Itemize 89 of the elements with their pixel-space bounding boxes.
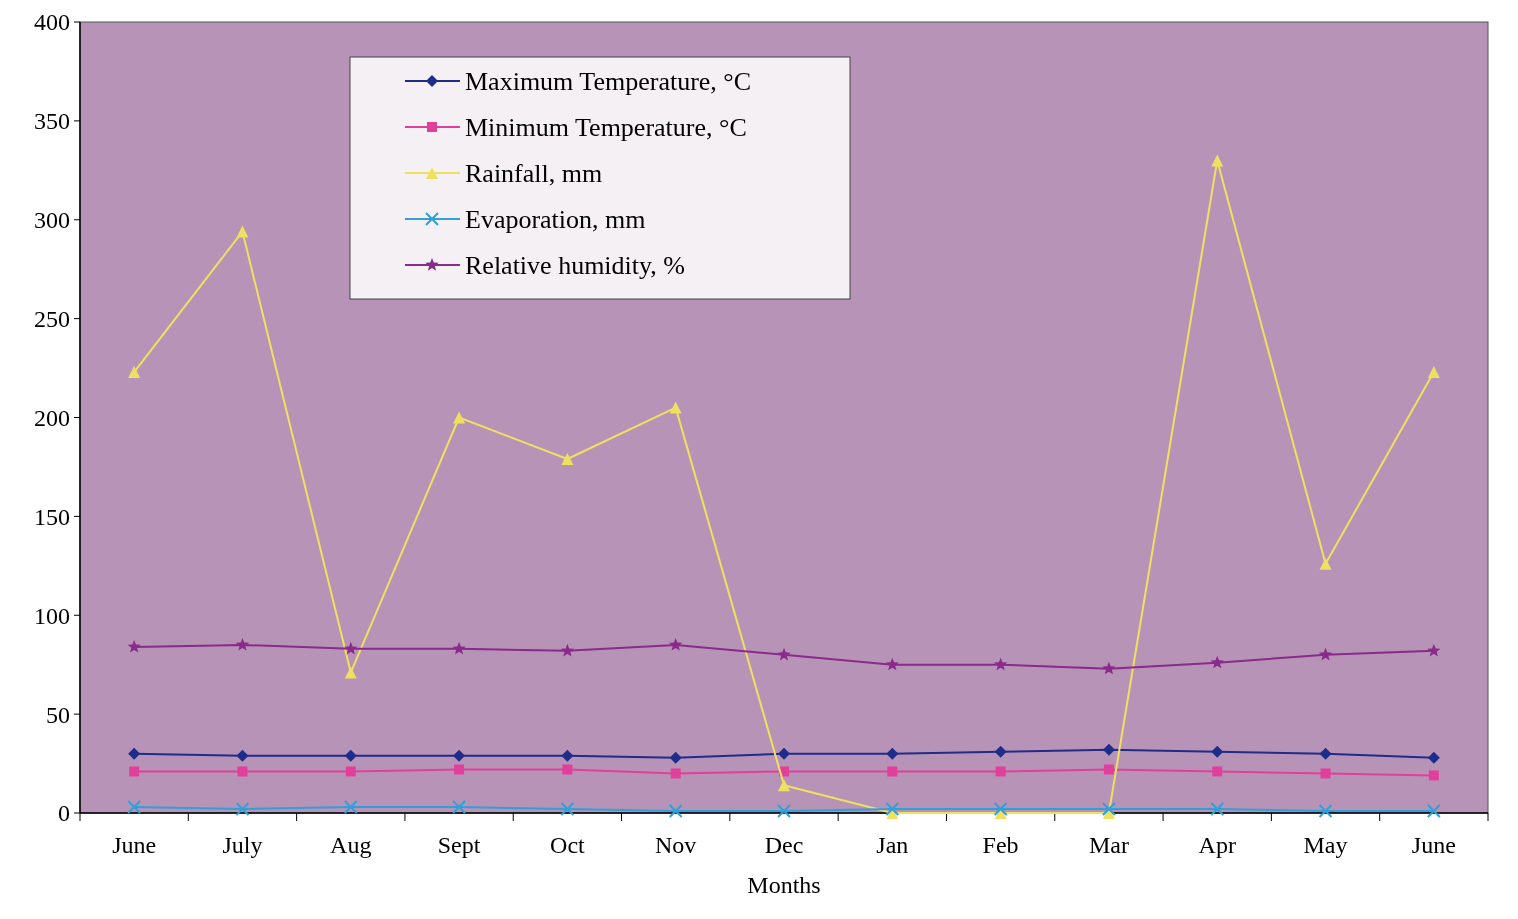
point: [885, 802, 900, 817]
point: [668, 804, 683, 819]
y-tick-label: 100: [34, 602, 70, 629]
point: [235, 637, 250, 651]
point: [1101, 802, 1116, 817]
point: [452, 800, 467, 815]
point: [454, 764, 465, 775]
y-tick-label: 200: [34, 404, 70, 431]
point: [1427, 751, 1440, 764]
point: [1212, 766, 1223, 777]
point: [453, 749, 466, 762]
point: [1426, 804, 1441, 819]
point: [1318, 804, 1333, 819]
point: [344, 749, 357, 762]
legend-label: Relative humidity, %: [465, 251, 685, 281]
point: [1319, 557, 1332, 570]
point: [777, 647, 791, 661]
x-tick-label: June: [1411, 832, 1456, 858]
point: [993, 657, 1008, 671]
point: [995, 766, 1006, 777]
point: [236, 225, 249, 238]
point: [1102, 661, 1116, 675]
y-tick-label: 350: [34, 108, 70, 135]
point: [452, 641, 466, 655]
point: [669, 751, 682, 764]
x-axis-title: Months: [747, 872, 821, 898]
point: [887, 766, 898, 777]
point: [1211, 745, 1224, 758]
y-tick-label: 300: [34, 207, 70, 234]
y-tick-label: 50: [46, 701, 70, 728]
point: [561, 749, 574, 762]
point: [670, 768, 681, 779]
point: [560, 643, 575, 657]
x-tick-label: Oct: [550, 832, 586, 858]
point: [1319, 747, 1332, 760]
point: [127, 639, 141, 653]
legend-label: Maximum Temperature, °C: [465, 67, 752, 97]
point: [235, 802, 250, 817]
point: [344, 666, 357, 679]
point: [777, 804, 791, 819]
y-tick-label: 150: [34, 503, 70, 530]
point: [128, 366, 141, 379]
point: [237, 766, 248, 777]
point: [1102, 743, 1115, 756]
point: [1320, 768, 1331, 779]
point: [669, 401, 682, 414]
point: [562, 764, 573, 775]
point: [1210, 655, 1224, 669]
point: [345, 766, 356, 777]
legend-label: Rainfall, mm: [465, 159, 603, 189]
point: [1103, 764, 1114, 775]
x-tick-label: Sept: [437, 832, 481, 858]
point: [1427, 643, 1441, 657]
x-tick-label: Jan: [876, 832, 909, 858]
legend-label: Evaporation, mm: [465, 205, 646, 235]
point: [886, 747, 899, 760]
point: [236, 749, 249, 762]
point: [344, 641, 358, 655]
point: [560, 802, 575, 817]
point: [343, 800, 358, 815]
point: [1428, 770, 1439, 781]
legend-label: Minimum Temperature, °C: [465, 113, 747, 143]
x-tick-label: July: [222, 832, 263, 858]
point: [453, 411, 466, 424]
point: [129, 766, 140, 777]
point: [994, 745, 1007, 758]
x-tick-label: May: [1303, 832, 1348, 858]
x-tick-label: Apr: [1198, 832, 1236, 858]
point: [1211, 154, 1224, 167]
x-tick-label: Feb: [982, 832, 1019, 858]
x-tick-label: June: [112, 832, 157, 858]
point: [1210, 802, 1225, 817]
point: [778, 747, 790, 760]
x-tick-label: Nov: [655, 832, 697, 858]
point: [993, 802, 1008, 817]
y-tick-label: 400: [34, 9, 70, 36]
point: [128, 747, 141, 760]
point: [561, 453, 574, 466]
point: [1427, 366, 1440, 379]
point: [669, 637, 683, 651]
x-tick-label: Dec: [764, 832, 804, 858]
x-tick-label: Aug: [330, 832, 372, 858]
point: [885, 657, 899, 671]
point: [1318, 647, 1333, 661]
point: [127, 800, 142, 815]
y-tick-label: 0: [58, 800, 70, 827]
y-tick-label: 250: [34, 306, 70, 333]
point: [778, 779, 790, 792]
x-tick-label: Mar: [1088, 832, 1129, 858]
